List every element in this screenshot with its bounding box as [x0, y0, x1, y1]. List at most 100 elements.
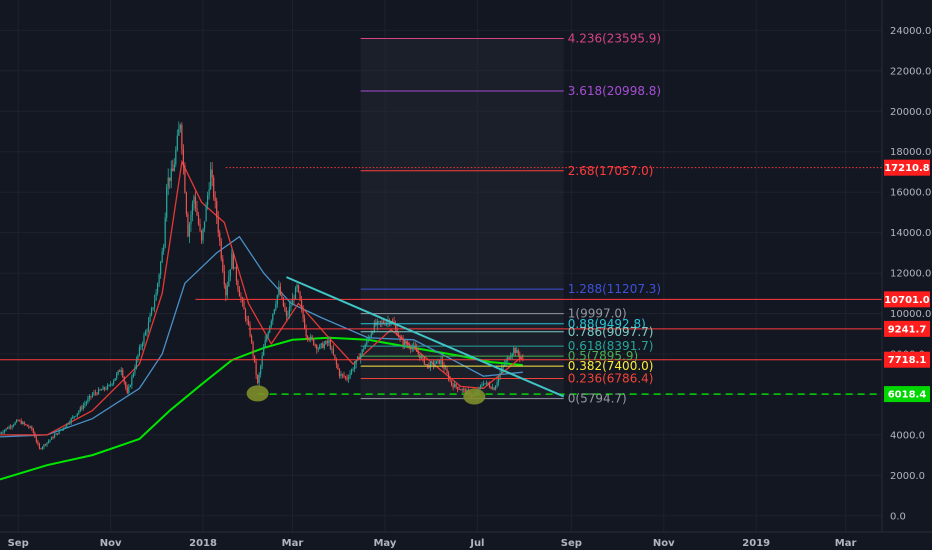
candle-body — [364, 344, 366, 349]
candle-body — [446, 368, 448, 374]
candle-body — [369, 336, 371, 338]
candle-body — [64, 426, 66, 429]
y-tick-label: 10000.0 — [890, 309, 931, 320]
candle-body — [55, 433, 57, 436]
x-tick-label: Nov — [653, 538, 675, 549]
candle-body — [146, 330, 148, 332]
candle-body — [444, 368, 447, 370]
candle-body — [443, 365, 445, 369]
candle-body — [232, 253, 234, 269]
fib-level-label: 2.68(17057.0) — [568, 164, 654, 178]
candle-body — [402, 339, 404, 346]
candle-body — [2, 432, 4, 433]
candle-body — [226, 286, 228, 296]
candle-body — [244, 309, 247, 320]
candle-body — [213, 177, 215, 198]
candle-body — [291, 298, 294, 306]
candle-body — [434, 363, 436, 366]
candle-body — [455, 384, 457, 387]
candle-body — [481, 385, 483, 387]
candle-body — [275, 304, 277, 310]
candle-body — [270, 320, 272, 327]
y-tick-label: 0.0 — [890, 511, 906, 522]
candle-body — [3, 430, 6, 433]
candle-body — [284, 306, 286, 311]
candle-body — [52, 437, 54, 439]
candle-body — [67, 423, 69, 425]
candle-body — [258, 374, 260, 384]
y-tick-label: 18000.0 — [890, 147, 931, 158]
candle-body — [23, 422, 25, 425]
candle-body — [179, 124, 181, 130]
candle-body — [334, 354, 336, 359]
candle-body — [261, 355, 263, 366]
candle-body — [211, 169, 213, 178]
candle-body — [352, 369, 354, 370]
descending-trendline[interactable] — [286, 276, 565, 398]
trendline[interactable] — [286, 276, 565, 398]
candle-body — [323, 343, 325, 348]
candle-body — [482, 384, 485, 386]
candle-body — [208, 189, 210, 196]
y-tick-label: 22000.0 — [890, 66, 931, 77]
candle-body — [308, 338, 310, 340]
candle-body — [296, 284, 298, 288]
candle-body — [491, 387, 494, 389]
y-tick-label: 4000.0 — [890, 430, 925, 441]
candle-body — [411, 347, 413, 350]
candle-body — [441, 359, 444, 366]
candle-body — [464, 389, 466, 394]
y-tick-label: 24000.0 — [890, 26, 931, 37]
candle-body — [290, 305, 292, 308]
candle-body — [31, 426, 33, 429]
candle-body — [484, 383, 486, 385]
candle-body — [96, 393, 98, 395]
x-tick-label: Mar — [835, 538, 857, 549]
x-tick-label: Sep — [561, 538, 582, 549]
candle-body — [479, 385, 482, 388]
candle-body — [267, 332, 269, 337]
candle-body — [19, 420, 21, 422]
candle-body — [126, 387, 128, 393]
candle-body — [70, 418, 72, 423]
candle-body — [363, 348, 365, 350]
candle-body — [355, 359, 357, 365]
candle-body — [178, 129, 180, 136]
candle-body — [170, 168, 172, 181]
candle-body — [185, 192, 188, 215]
candle-body — [116, 373, 118, 379]
moving-average-line — [0, 235, 523, 438]
candle-body — [341, 374, 344, 375]
candle-body — [128, 386, 130, 393]
candle-body — [123, 377, 125, 383]
candle-body — [273, 309, 275, 314]
candle-body — [299, 291, 301, 301]
candle-body — [305, 328, 307, 337]
candle-body — [90, 396, 92, 397]
candle-body — [141, 343, 144, 347]
candle-body — [399, 337, 401, 338]
candle-body — [53, 435, 56, 438]
candle-body — [504, 363, 506, 366]
candle-body — [143, 335, 145, 344]
candle-body — [191, 203, 194, 215]
candle-body — [294, 287, 297, 300]
candle-body — [43, 444, 45, 448]
candle-body — [202, 228, 204, 241]
fib-level-label: 0.382(7400.0) — [568, 359, 654, 373]
candle-body — [361, 349, 363, 355]
candle-body — [82, 405, 84, 409]
candle-body — [379, 321, 381, 323]
y-tick-label: 14000.0 — [890, 228, 931, 239]
candle-body — [205, 204, 207, 222]
candle-body — [106, 385, 109, 390]
candle-body — [17, 420, 19, 421]
fib-level-label: 1.288(11207.3) — [568, 282, 661, 296]
candle-body — [517, 350, 519, 355]
candle-body — [108, 384, 110, 386]
candle-body — [249, 324, 251, 336]
candle-body — [63, 428, 65, 429]
candle-body — [222, 258, 224, 272]
candle-body — [144, 331, 147, 336]
